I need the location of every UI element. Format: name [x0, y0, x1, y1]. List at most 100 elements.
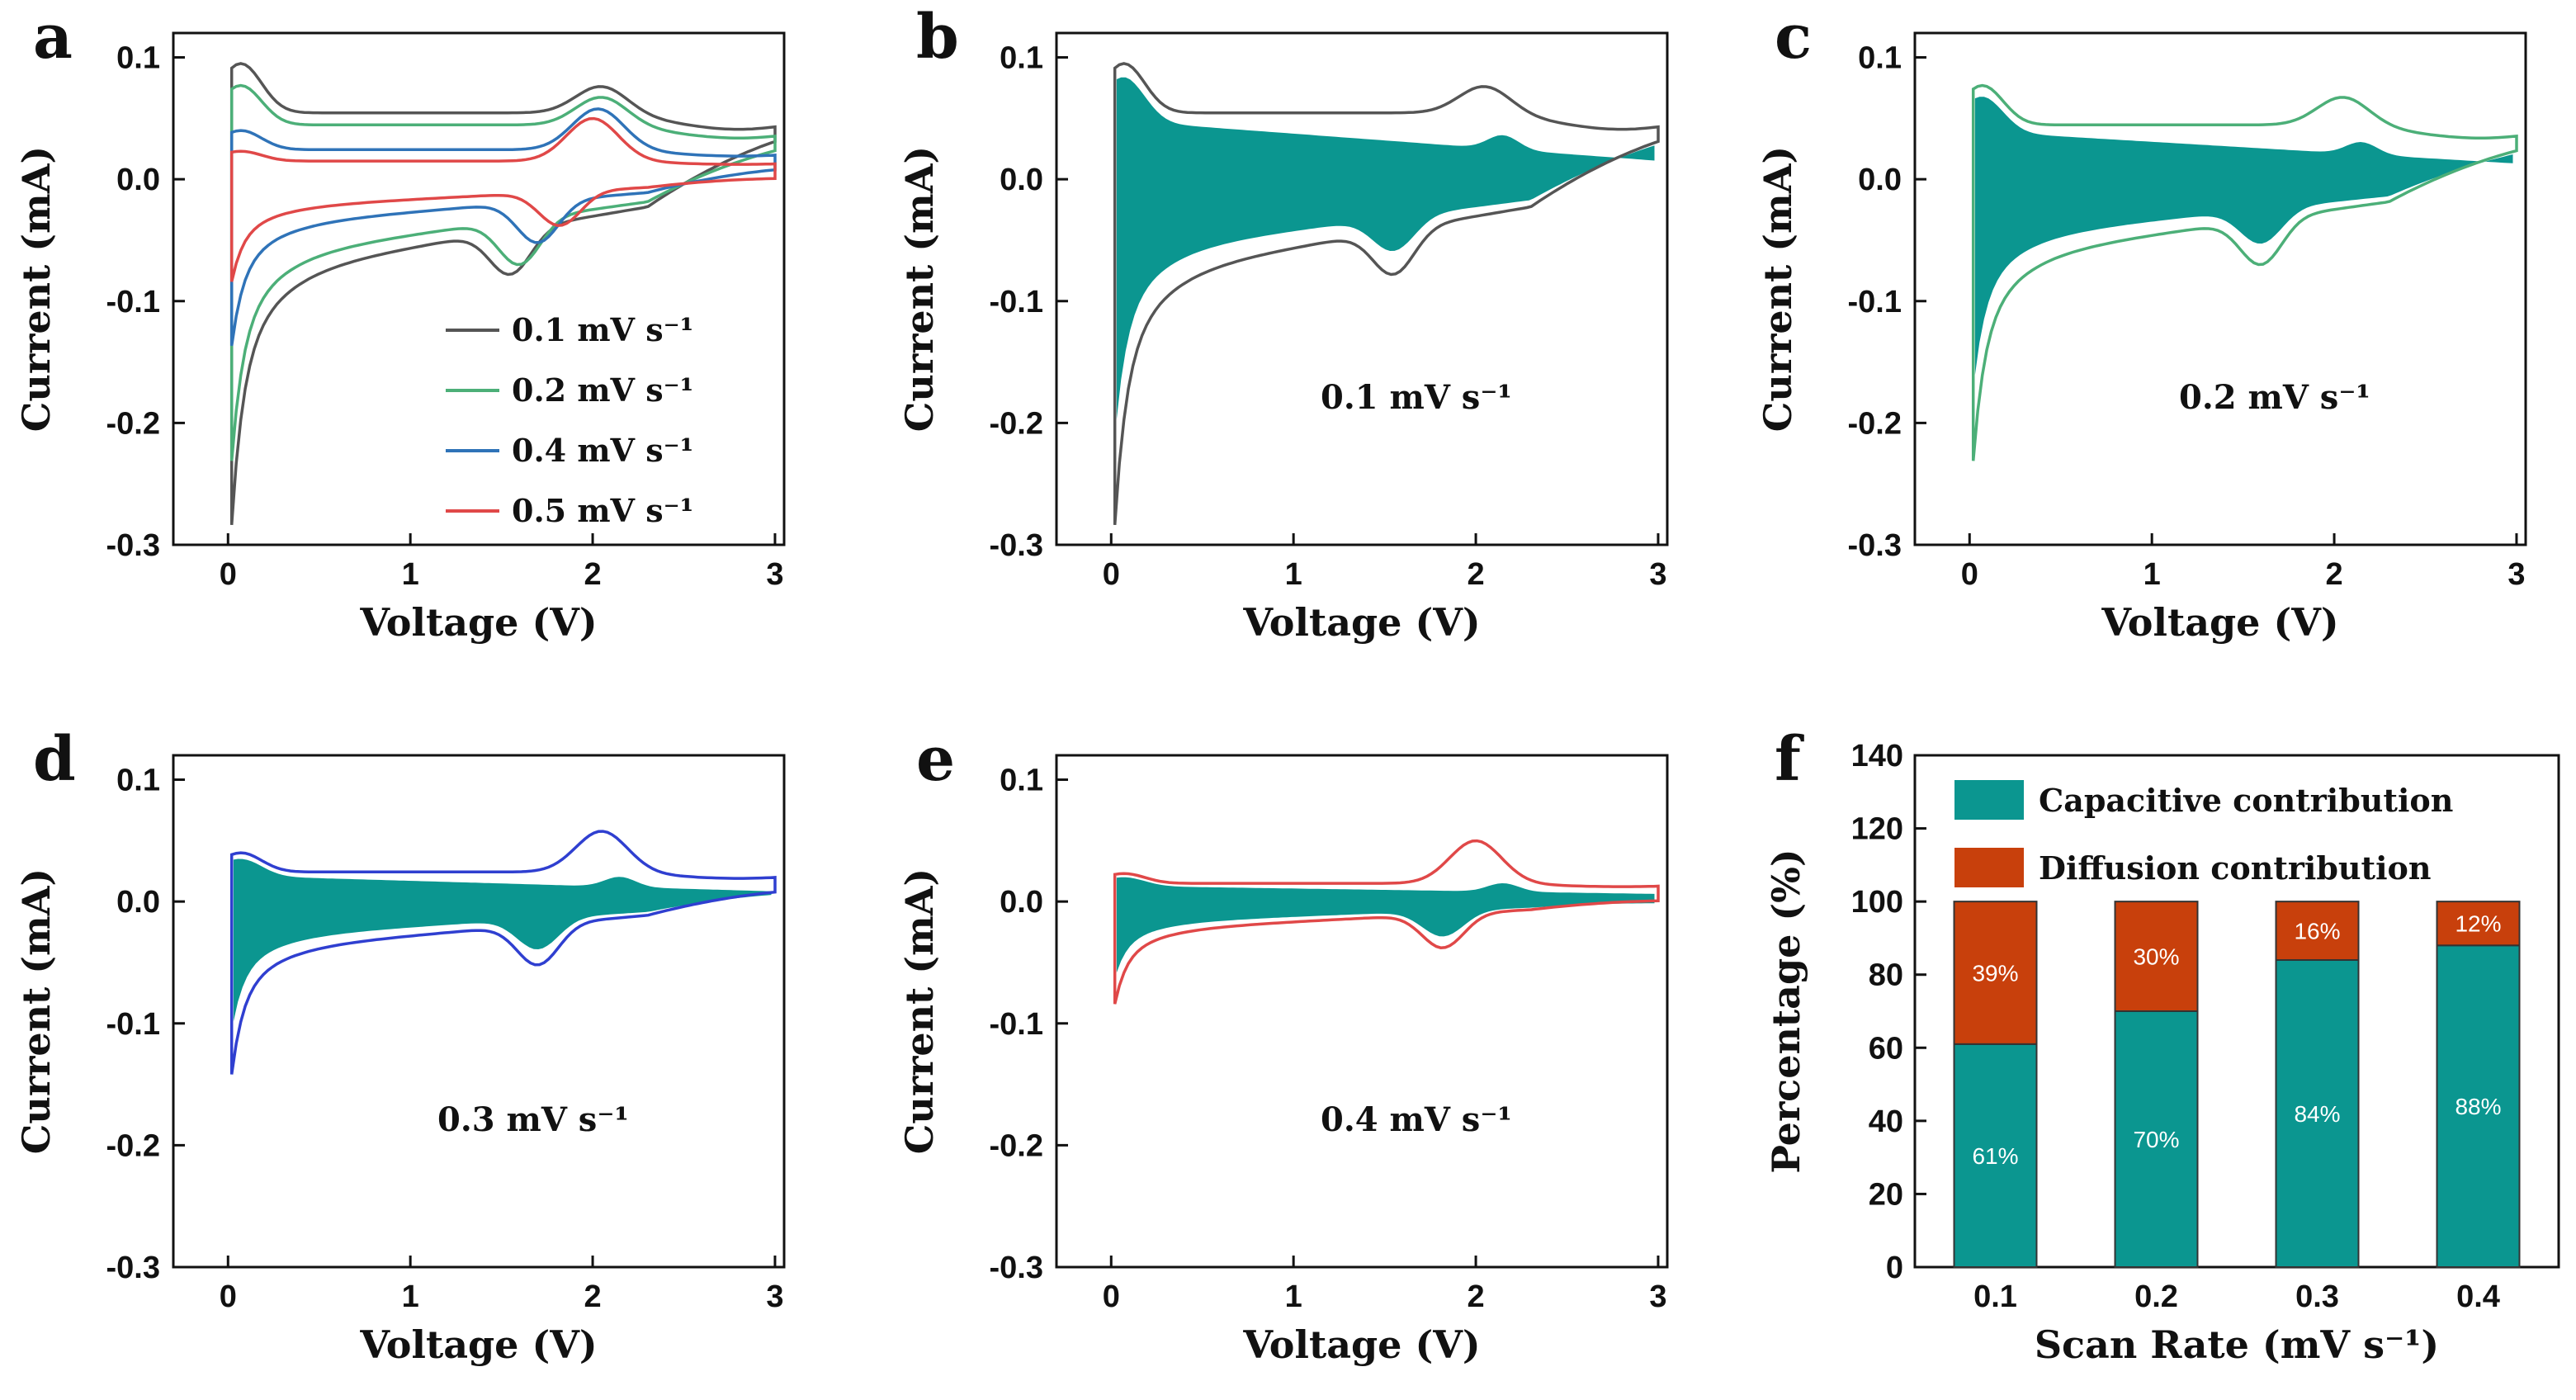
y-tick-label: -0.3	[1848, 528, 1902, 563]
bar-diffusion	[1953, 901, 2038, 1045]
y-tick-label: -0.1	[106, 1007, 160, 1042]
x-tick-label: 1	[402, 557, 419, 592]
x-tick-label: 0.3	[2295, 1279, 2339, 1314]
scan-rate-annotation: 0.3 mV s⁻¹	[437, 1100, 629, 1139]
y-tick-label: 60	[1869, 1031, 1903, 1066]
legend-label: Capacitive contribution	[2039, 782, 2453, 819]
y-tick-label: 0.1	[116, 764, 160, 798]
bar-capacitive	[2114, 1010, 2199, 1268]
y-tick-label: 140	[1851, 739, 1903, 773]
y-axis-title: Current (mA)	[897, 868, 942, 1154]
scan-rate-annotation: 0.2 mV s⁻¹	[2179, 378, 2370, 417]
legend-swatch	[1954, 780, 2024, 820]
panel-label: e	[916, 724, 955, 795]
panel-label: b	[916, 2, 959, 73]
x-tick-label: 0.1	[1973, 1279, 2017, 1314]
y-tick-label: 80	[1869, 958, 1903, 993]
plot-frame	[172, 31, 786, 546]
x-tick-label: 0.2	[2134, 1279, 2178, 1314]
plot-frame	[1913, 754, 2560, 1269]
cv-curve-series-3	[229, 116, 777, 282]
y-axis-title: Current (mA)	[14, 868, 59, 1154]
panel-label: d	[33, 724, 76, 795]
y-axis-title: Current (mA)	[14, 146, 59, 432]
y-tick-label: 120	[1851, 812, 1903, 847]
bar-diffusion	[2114, 901, 2199, 1012]
y-tick-label: 0.0	[1000, 163, 1043, 197]
y-tick-label: -0.2	[990, 1128, 1043, 1163]
bar-capacitive	[2275, 959, 2360, 1268]
capacitive-fill-area	[1116, 877, 1655, 973]
bar-value-label: 12%	[2455, 911, 2501, 937]
capacitive-fill-area	[233, 858, 772, 1022]
y-tick-label: -0.2	[1848, 406, 1902, 441]
bar-capacitive	[2436, 944, 2521, 1269]
y-tick-label: 0.1	[1858, 41, 1902, 76]
y-tick-label: 0.1	[1000, 41, 1043, 76]
y-tick-label: -0.3	[990, 1251, 1043, 1285]
plot-frame	[172, 754, 786, 1269]
x-tick-label: 3	[766, 1279, 783, 1314]
plot-frame	[1913, 31, 2527, 546]
capacitive-fill-area	[1974, 97, 2513, 376]
chart-panel-a: 0.1 0.0 -0.1 -0.2 -0.3 0 1 2 3 Voltage (V) Current…	[14, 2, 786, 645]
legend-label: 0.2 mV s⁻¹	[512, 371, 693, 409]
y-tick-label: 0.1	[1000, 764, 1043, 798]
y-axis-title: Current (mA)	[1756, 146, 1800, 432]
x-tick-label: 1	[1285, 1279, 1302, 1314]
y-tick-label: -0.2	[106, 406, 160, 441]
scan-rate-annotation: 0.1 mV s⁻¹	[1321, 378, 1512, 417]
legend-label: 0.4 mV s⁻¹	[512, 432, 693, 469]
bar-value-label: 30%	[2133, 944, 2179, 970]
x-axis-title: Scan Rate (mV s⁻¹)	[2035, 1322, 2439, 1367]
x-tick-label: 2	[1467, 1279, 1484, 1314]
legend-label: Diffusion contribution	[2039, 849, 2432, 887]
x-axis-title: Voltage (V)	[359, 1322, 597, 1367]
y-tick-label: 0.0	[116, 885, 160, 920]
y-axis-title: Percentage (%)	[1764, 849, 1808, 1173]
x-tick-label: 0	[1103, 557, 1120, 592]
chart-panel-b: 0.1 0.0 -0.1 -0.2 -0.3 0 1 2 3 Voltage (V) Current…	[897, 2, 1669, 645]
bar-value-label: 84%	[2294, 1101, 2340, 1127]
x-tick-label: 2	[584, 557, 601, 592]
legend-label: 0.5 mV s⁻¹	[512, 492, 693, 529]
capacitive-fill-area	[1116, 77, 1655, 419]
x-axis-title: Voltage (V)	[2101, 600, 2338, 645]
plot-frame	[1055, 754, 1669, 1269]
panel-label: a	[33, 2, 73, 73]
cv-curve	[1113, 62, 1660, 526]
chart-panel-e: 0.1 0.0 -0.1 -0.2 -0.3 0 1 2 3 Voltage (V) Current…	[897, 724, 1669, 1367]
bar-diffusion	[2275, 901, 2360, 961]
x-tick-label: 0	[220, 557, 237, 592]
y-tick-label: 0.0	[1858, 163, 1902, 197]
y-tick-label: 0.0	[1000, 885, 1043, 920]
bar-value-label: 88%	[2455, 1094, 2501, 1119]
chart-panel-f: 0 20 40 60 80 100 120 140 0.1 61% 39% 0.2 70% 30% 0.3 8…	[1764, 724, 2560, 1367]
x-tick-label: 1	[402, 1279, 419, 1314]
bar-capacitive	[1953, 1043, 2038, 1269]
x-axis-title: Voltage (V)	[1242, 600, 1480, 645]
bar-diffusion	[2436, 901, 2521, 947]
bar-value-label: 61%	[1972, 1143, 2018, 1169]
panel-label: f	[1775, 724, 1804, 795]
y-tick-label: -0.1	[1848, 285, 1902, 319]
x-axis-title: Voltage (V)	[359, 600, 597, 645]
cv-curve	[1113, 839, 1660, 1005]
bar-value-label: 70%	[2133, 1127, 2179, 1152]
cv-curve-series-2	[229, 107, 777, 347]
legend-swatch	[1954, 848, 2024, 887]
x-tick-label: 2	[1467, 557, 1484, 592]
y-tick-label: -0.1	[990, 285, 1043, 319]
bar-value-label: 16%	[2294, 919, 2340, 944]
legend-label: 0.1 mV s⁻¹	[512, 311, 693, 348]
x-tick-label: 3	[1649, 557, 1666, 592]
panel-label: c	[1775, 2, 1812, 73]
y-tick-label: -0.2	[106, 1128, 160, 1163]
y-tick-label: 20	[1869, 1177, 1903, 1212]
y-tick-label: 100	[1851, 885, 1903, 920]
x-tick-label: 3	[1649, 1279, 1666, 1314]
y-axis-title: Current (mA)	[897, 146, 942, 432]
bar-value-label: 39%	[1972, 961, 2018, 986]
y-tick-label: 0.0	[116, 163, 160, 197]
